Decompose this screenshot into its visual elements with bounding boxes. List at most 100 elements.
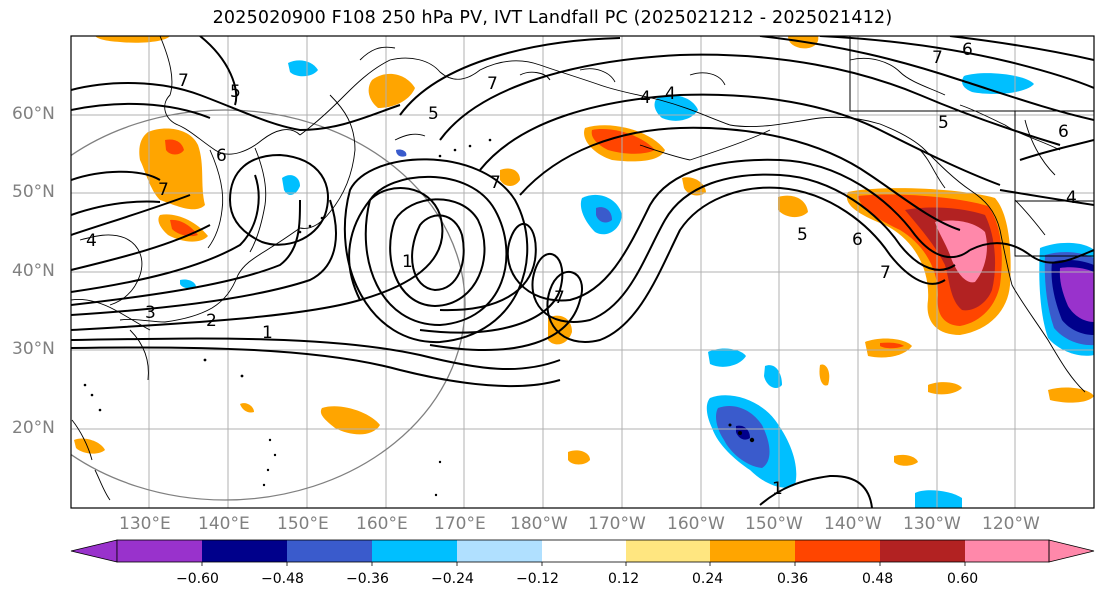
pv-negative-region [962, 73, 1034, 94]
contour-label: 2 [206, 311, 217, 331]
longitude-label: 160°E [356, 514, 408, 534]
map-frame [70, 35, 1095, 509]
pv-negative-region [764, 365, 782, 389]
contour-label: 7 [490, 173, 501, 193]
pv-positive-region [165, 139, 184, 155]
colorbar-bin [710, 540, 795, 562]
pv-negative-region [180, 279, 196, 289]
colorbar-tick-label: 0.36 [777, 571, 809, 587]
latitude-label: 60°N [12, 104, 55, 124]
pv-positive-region [74, 438, 105, 454]
contour-label-group: 7 5 5 7 4 6 5 6 4 7 7 5 6 4 3 2 1 1 7 5 … [86, 40, 1077, 499]
region-boxes [849, 36, 1094, 257]
colorbar [70, 539, 1095, 566]
pv-negative-region [282, 175, 300, 195]
pv-positive-region [240, 403, 254, 413]
longitude-label: 130°E [119, 514, 171, 534]
pv-positive-region [170, 219, 198, 237]
contour-label: 3 [145, 303, 156, 323]
contour-label: 1 [262, 323, 273, 343]
pv-shading [74, 36, 1094, 508]
pv-positive-region [568, 450, 590, 465]
pv-positive-region [880, 342, 904, 349]
colorbar-bin [372, 540, 457, 562]
pv-positive-region [591, 129, 655, 154]
ivt-contours [71, 36, 1094, 508]
range-circle [71, 109, 466, 501]
contour-label: 5 [797, 225, 808, 245]
contour-label: 6 [962, 40, 973, 60]
longitude-label: 130°W [903, 514, 961, 534]
contour-label: 1 [402, 252, 413, 272]
colorbar-bin [117, 540, 202, 562]
colorbar-tick-label: 0.60 [947, 571, 979, 587]
pv-positive-region [682, 177, 706, 196]
colorbar-tick-label: −0.12 [516, 571, 559, 587]
pv-positive-region [819, 364, 830, 386]
islands [83, 138, 755, 497]
contour-label: 7 [487, 74, 498, 94]
contour-label: 7 [554, 288, 565, 308]
pv-positive-region [139, 128, 205, 210]
colorbar-tick-label: 0.12 [608, 571, 640, 587]
colorbar-bin [287, 540, 372, 562]
colorbar-extend-high [1048, 539, 1095, 563]
contour-label: 4 [640, 88, 651, 108]
colorbar-bin [965, 540, 1049, 562]
contour-label: 7 [880, 263, 891, 283]
contour-label: 4 [1066, 188, 1077, 208]
colorbar-tick-label: −0.36 [346, 571, 389, 587]
longitude-label: 170°E [434, 514, 486, 534]
contour-label: 7 [178, 71, 189, 91]
colorbar-bin [626, 540, 710, 562]
pv-positive-region [320, 406, 380, 435]
contour-label: 1 [772, 479, 783, 499]
contour-label: 6 [852, 230, 863, 250]
pv-positive-region [778, 195, 808, 218]
colorbar-bin [202, 540, 287, 562]
pv-positive-region [500, 168, 520, 186]
contour-label: 4 [86, 231, 97, 251]
latitude-label: 30°N [12, 339, 55, 359]
contour-label: 5 [428, 104, 439, 124]
pv-negative-region [596, 207, 612, 223]
contour-label: 4 [665, 84, 676, 104]
longitude-label: 170°W [588, 514, 646, 534]
colorbar-bin [542, 540, 626, 562]
longitude-label: 150°E [277, 514, 329, 534]
longitude-label: 150°W [745, 514, 803, 534]
latitude-label: 20°N [12, 418, 55, 438]
latitude-label: 40°N [12, 261, 55, 281]
colorbar-tick-label: 0.24 [692, 571, 724, 587]
latitude-label: 50°N [12, 182, 55, 202]
colorbar-bin [457, 540, 542, 562]
contour-label: 7 [158, 180, 169, 200]
contour-label: 6 [216, 146, 227, 166]
pv-negative-region [288, 60, 318, 77]
contour-label: 7 [932, 48, 943, 68]
colorbar-bin [880, 540, 965, 562]
pv-negative-region [915, 490, 962, 508]
pv-positive-region [95, 36, 170, 43]
colorbar-tick-label: −0.24 [431, 571, 474, 587]
longitude-label: 140°E [198, 514, 250, 534]
colorbar-bin [795, 540, 880, 562]
pv-negative-region [708, 348, 746, 367]
colorbar-tick-label: 0.48 [862, 571, 894, 587]
longitude-label: 120°W [982, 514, 1040, 534]
contour-label: 5 [938, 113, 949, 133]
longitude-label: 160°W [667, 514, 725, 534]
pv-positive-region [894, 454, 918, 466]
pv-negative-region [396, 149, 407, 157]
longitude-label: 140°W [824, 514, 882, 534]
pv-positive-region [368, 73, 415, 108]
pv-positive-region [935, 220, 987, 283]
colorbar-tick-label: −0.60 [176, 571, 219, 587]
map-title: 2025020900 F108 250 hPa PV, IVT Landfall… [212, 8, 893, 28]
colorbar-extend-low [70, 539, 118, 563]
pv-negative-region [1059, 267, 1094, 322]
contour-label: 5 [230, 82, 241, 102]
pv-positive-region [1048, 387, 1094, 403]
contour-label: 6 [1058, 122, 1069, 142]
